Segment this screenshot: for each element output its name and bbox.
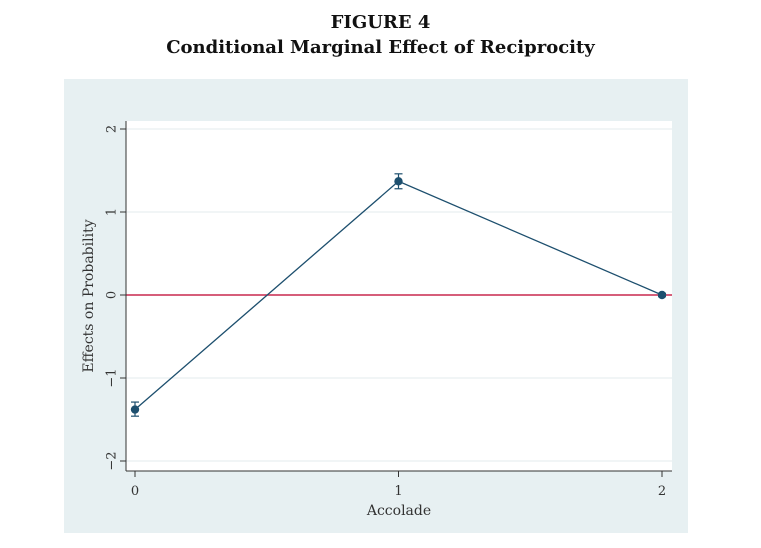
data-point — [657, 290, 667, 300]
x-axis-label: Accolade — [366, 503, 431, 519]
y-tick-label: 0 — [105, 291, 120, 299]
data-point — [394, 177, 403, 186]
x-tick-label: 2 — [658, 484, 666, 499]
y-tick-label: −2 — [105, 451, 120, 470]
x-tick-label: 1 — [394, 484, 402, 499]
x-tick-label: 0 — [131, 484, 139, 499]
figure-caption: Conditional Marginal Effect of Reciproci… — [166, 37, 595, 58]
data-point — [130, 405, 140, 414]
y-tick-label: −1 — [105, 368, 120, 387]
axes: −2 −1 0 1 2 0 1 2 — [105, 121, 672, 499]
y-axis-label: Effects on Probability — [81, 219, 97, 372]
series-group — [130, 173, 667, 417]
y-tick-label: 2 — [105, 125, 120, 133]
figure-label: FIGURE 4 — [330, 12, 431, 33]
y-tick-label: 1 — [105, 208, 120, 216]
